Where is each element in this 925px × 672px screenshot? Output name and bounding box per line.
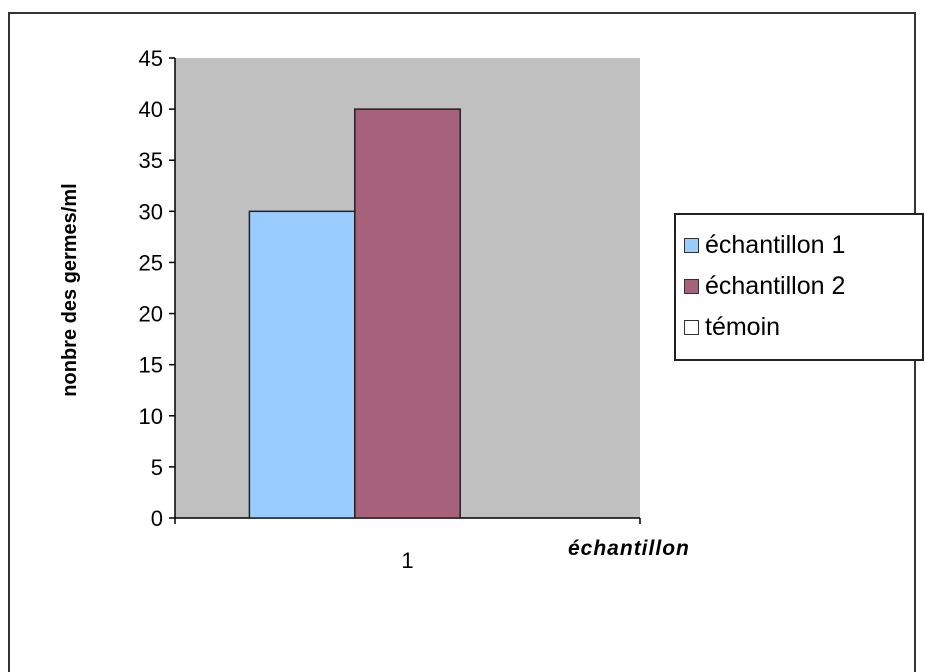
legend-label-2: échantillon 2 [705, 272, 846, 300]
legend-swatch-3 [684, 320, 699, 335]
plot-area: 0 5 10 15 20 25 30 35 40 45 1 [139, 46, 641, 573]
y-tick-label: 40 [139, 97, 163, 122]
y-tick-label: 15 [139, 353, 163, 378]
y-tick-label: 25 [139, 250, 163, 275]
legend-item: échantillon 2 [684, 266, 914, 307]
legend-item: échantillon 1 [684, 225, 914, 266]
legend-label-1: échantillon 1 [705, 231, 846, 259]
legend-swatch-1 [684, 238, 699, 253]
y-tick-label: 0 [151, 506, 163, 531]
y-tick-label: 5 [151, 455, 163, 480]
x-tick-label: 1 [401, 548, 413, 573]
y-tick-label: 20 [139, 302, 163, 327]
x-axis-title: échantillon [568, 537, 690, 560]
legend-item: témoin [684, 307, 914, 348]
y-tick-label: 45 [139, 46, 163, 71]
y-tick-label: 10 [139, 404, 163, 429]
legend-label-3: témoin [705, 313, 781, 341]
bar-2 [354, 108, 461, 519]
y-tick-label: 30 [139, 199, 163, 224]
legend: échantillon 1 échantillon 2 témoin [674, 213, 924, 361]
y-axis-title: nonbre des germes/ml [59, 183, 81, 396]
y-tick-label: 35 [139, 148, 163, 173]
bar-1 [248, 210, 356, 519]
legend-swatch-2 [684, 279, 699, 294]
